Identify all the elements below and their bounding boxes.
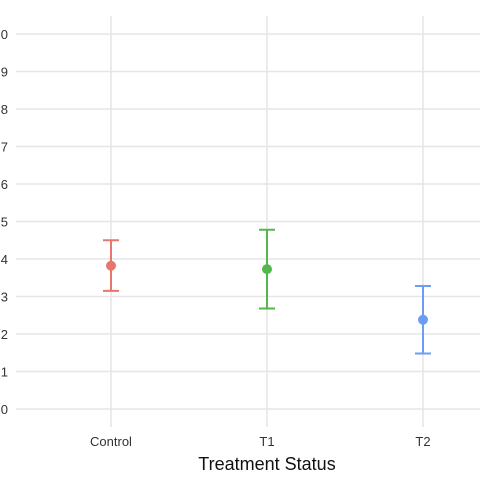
y-tick-label: 0 (1, 27, 8, 42)
x-tick-label: T2 (415, 434, 430, 449)
y-tick-label: 9 (1, 65, 8, 80)
mean-point (106, 260, 116, 271)
x-axis-title: Treatment Status (198, 454, 335, 474)
y-tick-label: 2 (1, 327, 8, 342)
y-tick-label: 6 (1, 177, 8, 192)
x-tick-label: T1 (259, 434, 274, 449)
grid (16, 16, 480, 427)
y-tick-label: 0 (1, 402, 8, 417)
error-bar-group (103, 239, 119, 292)
mean-point (262, 264, 272, 275)
error-bar-group (415, 285, 431, 355)
error-bar-group (259, 228, 275, 310)
y-tick-label: 5 (1, 215, 8, 230)
y-tick-label: 4 (1, 252, 8, 267)
y-tick-labels: 0 1 2 3 4 5 6 7 8 9 0 (1, 27, 8, 417)
y-tick-label: 8 (1, 102, 8, 117)
error-bar-series (103, 228, 431, 355)
x-tick-labels: Control T1 T2 (90, 434, 431, 449)
y-tick-label: 1 (1, 365, 8, 380)
y-tick-label: 7 (1, 140, 8, 155)
y-tick-label: 3 (1, 290, 8, 305)
mean-point (418, 314, 428, 325)
x-tick-label: Control (90, 434, 132, 449)
